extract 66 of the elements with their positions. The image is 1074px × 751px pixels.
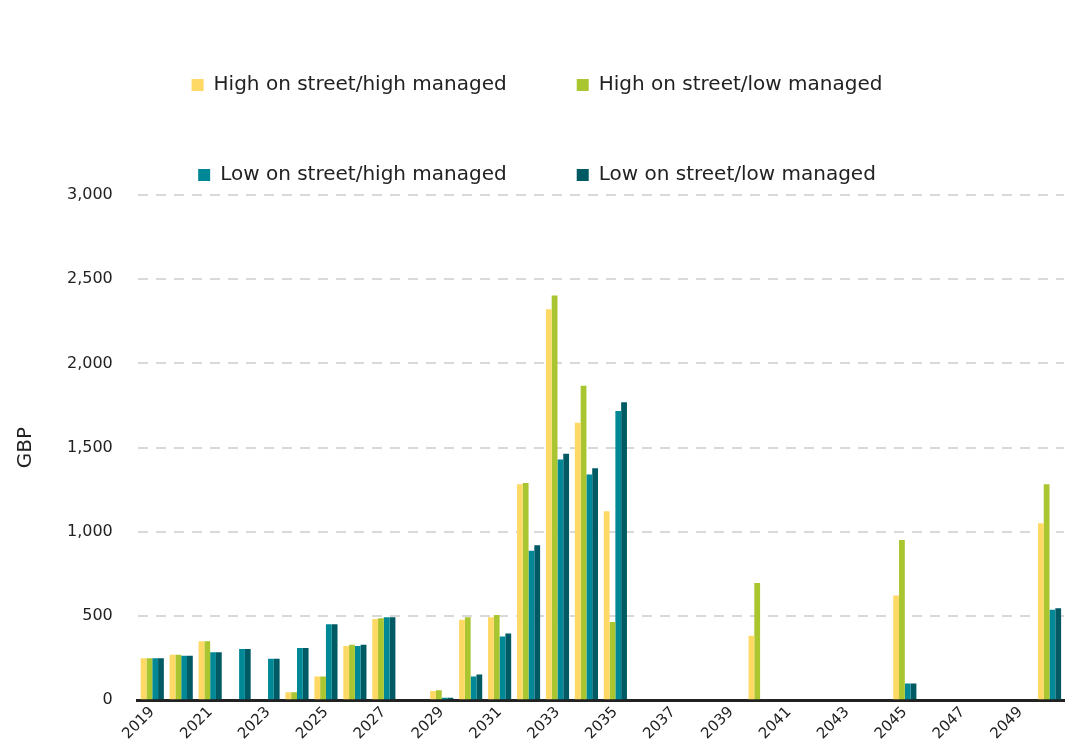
bar [325,624,332,700]
bar [210,652,216,700]
bar [343,646,350,700]
bar [522,483,529,700]
bar [534,545,541,700]
bar [435,690,442,700]
bar [291,692,297,700]
bar [314,676,321,700]
bar [899,539,905,700]
bar [146,658,153,700]
y-tick-label: 2,000 [66,352,113,372]
bar [430,691,436,700]
bar [244,649,251,700]
bar [285,692,292,700]
bar [893,595,900,700]
bar [754,582,761,700]
bar [354,646,361,700]
bar [574,422,581,700]
bar [181,655,188,700]
legend-label: High on street/high managed [213,71,507,96]
bar [459,619,465,700]
legend-label: High on street/low managed [598,71,883,96]
bar [175,654,182,700]
bar [268,658,274,700]
y-tick-label: 500 [82,605,113,625]
y-tick-label: 1,500 [66,436,113,456]
bar [302,647,309,700]
bar [204,641,211,700]
bar [349,644,355,700]
bar [621,402,627,700]
bar [1037,523,1044,700]
bar [615,411,622,700]
bar [545,309,552,700]
bar [476,674,483,700]
bar [187,655,193,700]
bar [320,676,326,700]
y-tick-label: 0 [102,689,113,709]
bar [273,658,280,700]
bar [586,474,593,700]
bar [464,617,471,700]
bar [239,649,245,700]
bar [592,468,599,700]
bar [505,633,512,700]
bar [158,658,164,700]
bar [331,624,338,700]
bar [378,618,384,700]
bar [516,484,523,700]
bar [152,658,159,700]
bar [297,647,303,700]
bar [383,617,390,700]
y-tick-label: 2,500 [66,268,113,288]
bar [563,453,570,700]
bar [215,652,222,700]
legend-label: Low on street/high managed [220,161,507,186]
bar [493,614,500,700]
bar [557,459,564,700]
y-tick-label: 3,000 [66,184,113,204]
bar [488,617,494,700]
bar [603,511,610,700]
bar [1055,608,1062,700]
legend-label: Low on street/low managed [598,161,876,186]
bar [372,619,379,700]
bar [1043,484,1050,700]
y-tick-label: 1,000 [66,521,113,541]
bar [904,683,911,700]
y-axis-title: GBP [12,427,37,469]
